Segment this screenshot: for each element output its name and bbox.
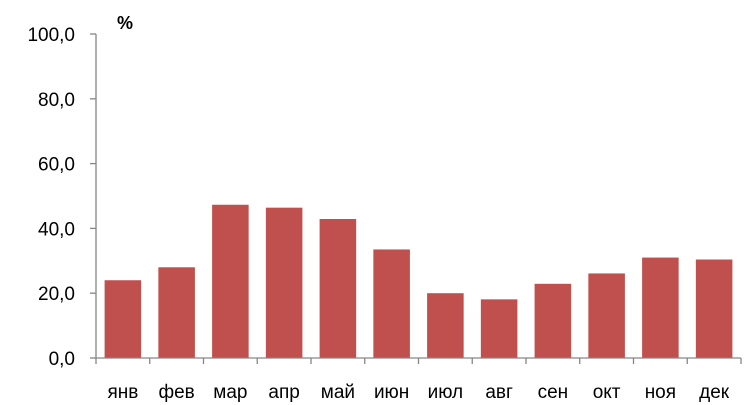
y-tick-label: 60,0 (38, 155, 75, 176)
bar-1 (104, 280, 142, 358)
x-category-label: июн (374, 382, 409, 403)
x-category-label: апр (268, 382, 299, 403)
bar-10 (588, 273, 625, 358)
x-category-label: ноя (645, 382, 676, 403)
x-axis-ticks: янв фев мар апр май июн июл авг сен окт ноя дек (95, 358, 742, 403)
y-tick-label: 0,0 (49, 349, 75, 370)
y-axis-unit-label: % (117, 13, 133, 33)
y-tick-label: 100,0 (27, 25, 75, 46)
y-tick-label: 40,0 (38, 219, 75, 240)
bar-12 (695, 259, 733, 358)
bar-9 (534, 283, 572, 358)
x-category-label: дек (699, 382, 730, 403)
y-axis-ticks: 0,0 20,0 40,0 60,0 80,0 100,0 (27, 25, 96, 370)
bar-11 (642, 257, 679, 358)
x-category-label: фев (158, 382, 194, 403)
y-tick-label: 20,0 (38, 284, 75, 305)
bar-8 (480, 299, 518, 358)
bar-4 (265, 207, 303, 358)
bar-3 (212, 204, 249, 358)
bar-7 (427, 293, 464, 358)
y-tick-label: 80,0 (38, 90, 75, 111)
bars (104, 204, 733, 358)
bar-6 (373, 249, 410, 358)
x-category-label: май (321, 382, 355, 403)
x-category-label: мар (213, 382, 247, 403)
bar-2 (158, 267, 195, 358)
x-category-label: сен (538, 382, 569, 403)
x-category-label: янв (107, 382, 138, 403)
x-category-label: авг (485, 382, 513, 403)
bar-5 (319, 219, 357, 358)
x-category-label: июл (428, 382, 464, 403)
x-category-label: окт (593, 382, 621, 403)
